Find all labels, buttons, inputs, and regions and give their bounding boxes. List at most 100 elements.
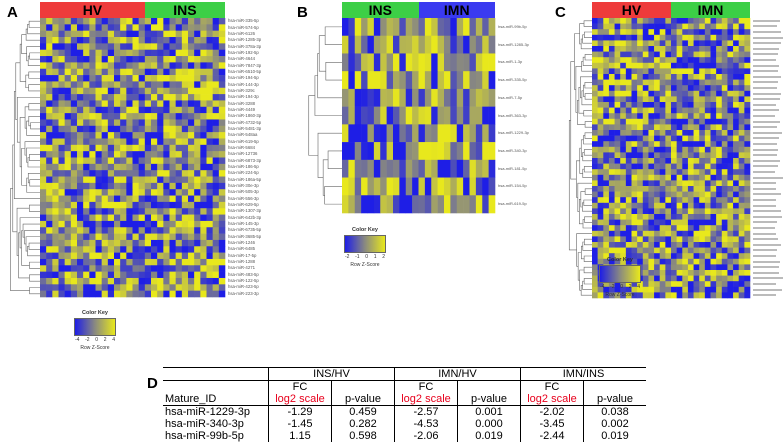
panel-label: C [555,4,566,21]
row-label-placeholder [753,277,783,280]
heatmap-cell [687,141,694,148]
heatmap-cell [218,81,226,89]
heatmap-cell [132,37,139,44]
heatmap-cell [405,159,413,178]
heatmap-cell [46,43,53,51]
heatmap-cell [107,43,115,51]
heatmap-cell [676,79,683,86]
heatmap-cell [733,74,740,80]
heatmap-cell [637,158,644,164]
heatmap-cell [456,88,464,107]
heatmap-cell [727,281,734,288]
heatmap-cell [175,62,183,70]
heatmap-cell [710,62,717,69]
heatmap-cell [710,130,717,136]
heatmap-cell [727,236,734,243]
heatmap-cell [95,246,102,253]
heatmap-cell [469,71,477,90]
heatmap-cell [620,79,627,86]
heatmap-cell [716,286,723,293]
heatmap-cell [738,146,745,153]
heatmap-cell [744,258,751,265]
heatmap-cell [654,90,661,97]
heatmap-cell [738,174,745,181]
heatmap-cell [64,18,72,25]
heatmap-cell [654,253,661,260]
heatmap-cell [727,135,734,142]
heatmap-cell [101,68,109,76]
heatmap-cell [144,239,152,247]
heatmap-cell [175,195,183,203]
heatmap-cell [676,141,683,148]
heatmap-cell [188,157,195,165]
heatmap-cell [592,158,598,164]
heatmap [10,18,226,298]
heatmap-cell [46,195,53,203]
heatmap-cell [682,74,689,80]
heatmap-cell [437,71,445,90]
heatmap-cell [46,258,53,266]
heatmap-cell [463,159,470,178]
heatmap-cell [418,159,426,178]
heatmap-cell [132,214,139,222]
heatmap-cell [181,265,189,272]
heatmap-cell [469,195,477,214]
heatmap-cell [721,90,728,97]
heatmap-cell [620,208,627,215]
heatmap-cell [126,18,133,25]
heatmap-cell [693,152,700,159]
heatmap-cell [386,53,394,72]
heatmap-cell [592,124,598,131]
heatmap-cell [744,85,751,92]
color-key-gradient [599,265,641,283]
heatmap-cell [175,214,183,222]
heatmap-cell [101,100,109,108]
heatmap-cell [70,37,78,44]
heatmap-cell [642,225,649,232]
heatmap-cell [405,195,413,214]
heatmap-cell [175,227,183,234]
heatmap-cell [637,85,644,92]
heatmap-cell [592,230,598,237]
heatmap-cell [120,151,127,158]
heatmap-cell [637,62,644,69]
mature-id: hsa-miR-340-3p [163,418,269,430]
heatmap-cell [114,170,121,177]
heatmap-cell [733,208,740,215]
heatmap-cell [721,130,728,136]
heatmap-cell [188,233,195,241]
heatmap-cell [77,125,84,133]
heatmap-cell [693,281,700,288]
heatmap-cell [654,264,661,271]
heatmap-cell [175,201,183,209]
heatmap-cell [83,239,90,247]
heatmap-cell [114,176,121,184]
heatmap-cell [665,85,672,92]
heatmap-cell [654,197,661,204]
heatmap-cell [399,142,407,161]
row-label-placeholder [753,266,779,269]
mature-id: hsa-miR-99b-5p [163,430,269,442]
heatmap-cell [151,62,158,70]
heatmap-cell [58,151,65,158]
heatmap-cell [721,102,728,108]
heatmap-cell [132,132,139,139]
heatmap-cell [144,157,152,165]
heatmap-cell [733,275,740,282]
row-label: hsa-miR-186a-5p [228,176,262,182]
heatmap-cell [144,30,152,38]
heatmap-cell [721,242,728,248]
row-label-placeholder [753,199,777,201]
heatmap-cell [475,18,483,37]
heatmap-cell [70,271,78,279]
heatmap-cell [200,239,207,247]
heatmap-cell [70,81,78,89]
heatmap-cell [194,189,201,196]
heatmap-cell [107,201,115,209]
heatmap-cell [64,201,72,209]
heatmap-cell [95,113,102,120]
row-label: hsa-miR-4732-5p [228,119,262,125]
heatmap-cell [744,141,751,148]
heatmap-cell [625,107,632,114]
heatmap-cell [456,159,464,178]
